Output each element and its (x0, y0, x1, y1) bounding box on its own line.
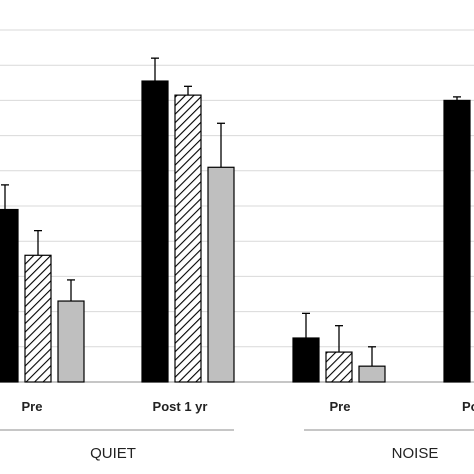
error-bar-series1-cat3 (302, 312, 310, 338)
error-bars (1, 57, 461, 367)
group-label-noise: NOISE (392, 445, 439, 462)
bar-series1-cat2 (141, 80, 169, 383)
error-bar-series3-cat3 (368, 346, 376, 367)
x-tick-label-pre-noise: Pre (330, 399, 351, 414)
bar-series3-cat3 (358, 365, 386, 383)
bar-series2-cat1 (24, 254, 52, 383)
error-bar-series3-cat1 (67, 279, 75, 302)
bar-series3-cat2 (207, 166, 235, 383)
bar-series1-cat3 (292, 337, 320, 383)
x-tick-label-post-quiet: Post 1 yr (153, 399, 208, 414)
bar-series2-cat3 (325, 351, 353, 383)
bar-series1-cat4 (443, 99, 471, 383)
group-label-quiet: QUIET (90, 445, 136, 462)
bars (0, 80, 471, 383)
error-bar-series1-cat1 (1, 184, 9, 210)
error-bar-series3-cat2 (217, 122, 225, 168)
bar-series1-cat1 (0, 208, 19, 383)
error-bar-series2-cat3 (335, 325, 343, 353)
x-tick-label-pre-quiet: Pre (22, 399, 43, 414)
error-bar-series1-cat4 (453, 96, 461, 101)
error-bar-series2-cat1 (34, 229, 42, 256)
bar-series3-cat1 (57, 300, 85, 383)
error-bar-series1-cat2 (151, 57, 159, 82)
bar-series2-cat2 (174, 94, 202, 383)
error-bar-series2-cat2 (184, 85, 192, 96)
x-tick-label-post-noise: Po (462, 399, 474, 414)
